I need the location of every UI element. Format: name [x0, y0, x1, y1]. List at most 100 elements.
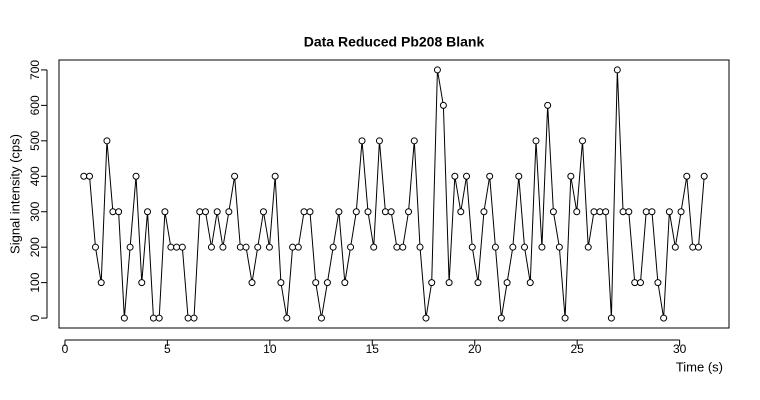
data-point: [677, 208, 685, 216]
data-point: [549, 208, 557, 216]
x-tick-label: 15: [366, 342, 380, 356]
data-point: [97, 279, 105, 287]
data-point: [590, 208, 598, 216]
plot-frame: [58, 59, 730, 329]
data-point: [283, 314, 291, 322]
data-point: [445, 279, 453, 287]
data-point: [433, 66, 441, 74]
data-point: [619, 208, 627, 216]
data-point: [294, 243, 302, 251]
data-point: [312, 279, 320, 287]
y-tick-label: 100: [28, 272, 42, 292]
data-point: [155, 314, 163, 322]
data-point: [271, 172, 279, 180]
data-point: [410, 137, 418, 145]
data-point: [428, 279, 436, 287]
data-point: [474, 279, 482, 287]
data-point: [86, 172, 94, 180]
data-point: [329, 243, 337, 251]
data-point: [573, 208, 581, 216]
data-point: [631, 279, 639, 287]
data-point: [579, 137, 587, 145]
y-tick-label: 400: [28, 166, 42, 186]
data-point: [683, 172, 691, 180]
y-tick-label: 200: [28, 237, 42, 257]
data-point: [613, 66, 621, 74]
data-point: [526, 279, 534, 287]
data-point: [480, 208, 488, 216]
data-point: [103, 137, 111, 145]
data-point: [225, 208, 233, 216]
data-point: [167, 243, 175, 251]
y-tick-label: 600: [28, 95, 42, 115]
data-point: [358, 137, 366, 145]
y-axis-label: Signal intensity (cps): [7, 134, 22, 254]
data-point: [468, 243, 476, 251]
data-point: [521, 243, 529, 251]
data-point: [532, 137, 540, 145]
data-point: [694, 243, 702, 251]
x-axis-label: Time (s): [676, 359, 723, 374]
chart-title: Data Reduced Pb208 Blank: [304, 34, 485, 50]
x-tick-label: 10: [263, 342, 277, 356]
data-point: [654, 279, 662, 287]
data-point: [91, 243, 99, 251]
data-point: [491, 243, 499, 251]
x-tick-label: 0: [62, 342, 69, 356]
data-point: [207, 243, 215, 251]
data-point: [115, 208, 123, 216]
data-point: [660, 314, 668, 322]
data-point: [636, 279, 644, 287]
data-point: [248, 279, 256, 287]
data-point: [538, 243, 546, 251]
data-point: [602, 208, 610, 216]
data-point: [341, 279, 349, 287]
data-point: [567, 172, 575, 180]
data-point: [231, 172, 239, 180]
data-point: [289, 243, 297, 251]
data-point: [323, 279, 331, 287]
data-point: [375, 137, 383, 145]
data-point: [497, 314, 505, 322]
data-point: [486, 172, 494, 180]
data-point: [555, 243, 563, 251]
x-tick-label: 30: [673, 342, 687, 356]
data-point: [149, 314, 157, 322]
y-tick-label: 500: [28, 130, 42, 150]
data-point: [213, 208, 221, 216]
data-point: [80, 172, 88, 180]
data-point: [642, 208, 650, 216]
data-point: [451, 172, 459, 180]
data-point: [463, 172, 471, 180]
data-point: [561, 314, 569, 322]
data-point: [196, 208, 204, 216]
data-point: [173, 243, 181, 251]
data-point: [178, 243, 186, 251]
data-point: [300, 208, 308, 216]
data-point: [335, 208, 343, 216]
y-tick-label: 700: [28, 60, 42, 80]
data-point: [515, 172, 523, 180]
data-point: [671, 243, 679, 251]
data-point: [254, 243, 262, 251]
data-point: [184, 314, 192, 322]
data-point: [584, 243, 592, 251]
data-point: [503, 279, 511, 287]
data-point: [399, 243, 407, 251]
data-point: [370, 243, 378, 251]
data-point: [109, 208, 117, 216]
data-point: [405, 208, 413, 216]
data-point: [161, 208, 169, 216]
data-point: [242, 243, 250, 251]
data-point: [352, 208, 360, 216]
y-tick-label: 0: [28, 314, 42, 321]
data-point: [259, 208, 267, 216]
data-point: [317, 314, 325, 322]
data-point: [306, 208, 314, 216]
data-point: [364, 208, 372, 216]
data-point: [648, 208, 656, 216]
data-point: [236, 243, 244, 251]
data-point: [607, 314, 615, 322]
data-point: [422, 314, 430, 322]
